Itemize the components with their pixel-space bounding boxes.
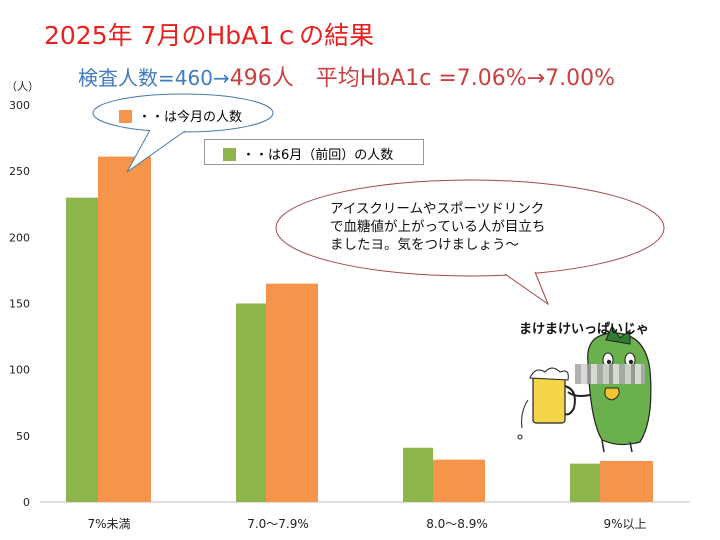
- bar-current-1: [98, 156, 151, 503]
- page-subtitle: 検査人数=460→496人 平均HbA1c =7.06%→7.00%: [78, 60, 615, 92]
- page-title: 2025年 7月のHbA1ｃの結果: [44, 21, 375, 50]
- mascot-illustration: [517, 324, 652, 453]
- y-tick-label: 300: [9, 99, 30, 112]
- mascot-body: [587, 332, 652, 446]
- y-tick-label: 0: [23, 496, 30, 509]
- y-axis-ticks: 0 50 100 150 200 250 300: [9, 99, 30, 509]
- beer-handle: [564, 385, 576, 416]
- speech-bubble-tail: [504, 271, 550, 306]
- subtitle-average-before: 平均HbA1c =7.06%→: [315, 66, 546, 91]
- x-tick-label: 7%未満: [87, 517, 130, 531]
- speech-bubble-line-2: で血糖値が上がっている人が目立ち: [330, 219, 546, 235]
- bar-current-3: [433, 459, 485, 502]
- y-tick-label: 200: [9, 231, 30, 244]
- mascot-leaf: [605, 324, 631, 345]
- legend-current-month: ・・は今月の人数: [119, 106, 242, 125]
- y-tick-label: 100: [9, 364, 30, 377]
- mascot-arm: [567, 391, 591, 397]
- speech-bubble-tail-cover: [506, 268, 534, 274]
- x-axis-labels: 7%未満 7.0〜7.9% 8.0〜8.9% 9%以上: [87, 517, 646, 531]
- bar-current-2: [266, 283, 318, 502]
- beer-foam: [529, 367, 569, 381]
- y-tick-label: 50: [16, 430, 30, 443]
- beer-splash: [521, 399, 529, 429]
- legend-callout-tail: [126, 129, 186, 173]
- legend-previous-swatch: [223, 148, 236, 161]
- legend-current-swatch: [119, 110, 132, 123]
- bar-group: [66, 156, 653, 503]
- speech-bubble-line-1: アイスクリームやスポーツドリンク: [330, 201, 545, 217]
- bar-current-4: [600, 460, 653, 502]
- legend-callout-cover: [152, 126, 183, 132]
- bar-previous-2: [236, 303, 266, 502]
- x-tick-label: 9%以上: [603, 517, 646, 531]
- subtitle-count-after: 496人: [229, 66, 294, 91]
- y-tick-label: 250: [9, 165, 30, 178]
- y-tick-label: 150: [9, 298, 30, 311]
- speech-bubble-line-3: ましたヨ。気をつけましょう〜: [330, 237, 519, 253]
- blurred-name-plate: [575, 364, 645, 384]
- beer-mug: [532, 374, 566, 424]
- subtitle-count-before: 検査人数=460→: [78, 66, 230, 90]
- y-axis-unit-label: （人）: [6, 80, 39, 93]
- legend-current-label: ・・は今月の人数: [138, 110, 243, 125]
- legend-previous-label: ・・は6月（前回）の人数: [242, 148, 394, 163]
- speech-bubble-ellipse: [275, 179, 665, 277]
- subtitle-average-after: 7.00%: [545, 66, 615, 91]
- speech-bubble-text: アイスクリームやスポーツドリンク で血糖値が上がっている人が目立ち ましたヨ。気…: [330, 200, 610, 254]
- mascot-caption: まけまけいっぱいじゃ: [519, 322, 650, 337]
- legend-previous-month: ・・は6月（前回）の人数: [204, 139, 424, 165]
- mascot-beak: [604, 387, 620, 401]
- x-tick-label: 8.0〜8.9%: [426, 517, 488, 531]
- bar-previous-3: [403, 447, 433, 502]
- x-tick-label: 7.0〜7.9%: [247, 517, 309, 531]
- bar-previous-1: [66, 197, 98, 502]
- bar-previous-4: [570, 463, 600, 502]
